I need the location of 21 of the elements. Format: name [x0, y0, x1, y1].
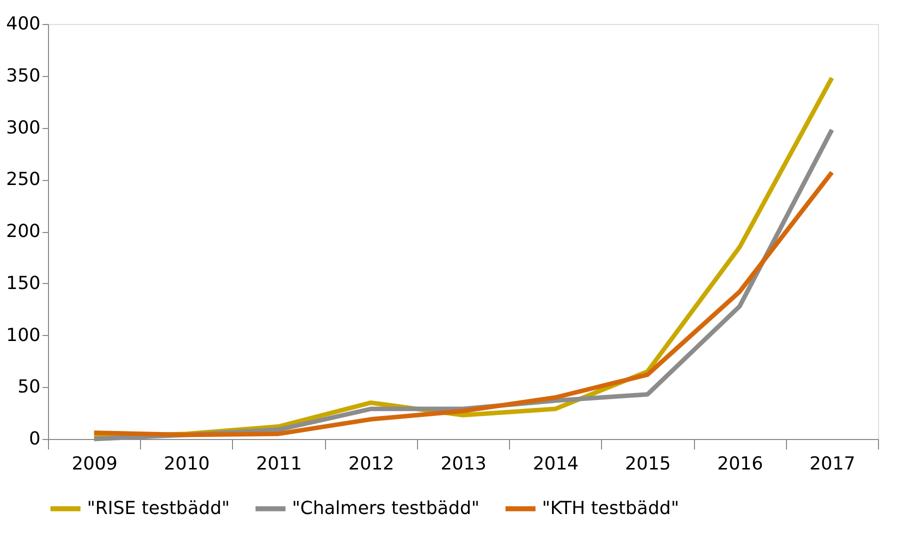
y-tick-label: 0	[29, 428, 40, 450]
legend-label: "KTH testbädd"	[542, 498, 680, 519]
y-tick-label: 200	[6, 221, 40, 242]
x-tick-label: 2011	[256, 454, 302, 474]
x-tick-label: 2012	[348, 454, 394, 474]
y-tick-label: 300	[6, 117, 40, 138]
y-tick-label: 100	[6, 324, 40, 346]
x-tick-label: 2017	[809, 454, 856, 474]
x-tick-label: 2013	[440, 454, 486, 474]
y-tick-label: 400	[6, 14, 40, 34]
x-tick-label: 2010	[164, 454, 210, 474]
y-tick-label: 150	[6, 272, 40, 294]
y-tick-label: 350	[6, 65, 40, 86]
legend-label: "RISE testbädd"	[87, 498, 230, 519]
legend-label: "Chalmers testbädd"	[292, 498, 480, 519]
x-tick-label: 2016	[717, 454, 764, 474]
x-tick-label: 2014	[532, 454, 579, 474]
x-tick-label: 2009	[72, 454, 118, 474]
x-tick-label: 2015	[625, 454, 671, 474]
y-tick-label: 50	[18, 376, 40, 398]
y-tick-label: 250	[6, 169, 40, 190]
